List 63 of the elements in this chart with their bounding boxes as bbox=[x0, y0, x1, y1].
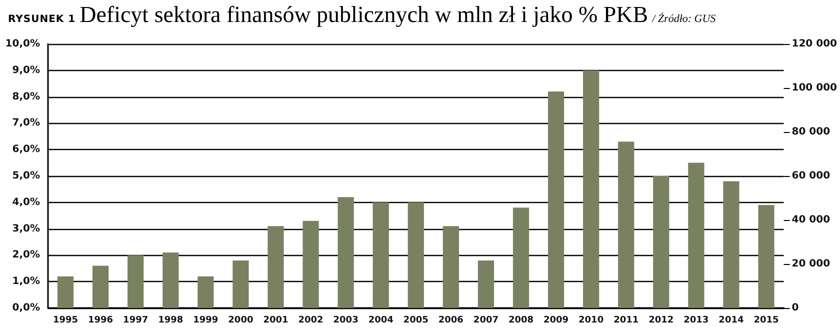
x-tick-label: 2006 bbox=[438, 316, 464, 326]
x-tick-label: 2009 bbox=[544, 316, 569, 326]
bar bbox=[653, 176, 670, 308]
bar bbox=[198, 276, 214, 308]
text: / Źródło: GUS bbox=[652, 13, 716, 25]
bar bbox=[232, 260, 249, 308]
bar bbox=[372, 202, 389, 308]
bar bbox=[688, 162, 704, 308]
text: RYSUNEK 1 bbox=[8, 14, 76, 25]
bar bbox=[408, 202, 424, 308]
bar bbox=[162, 252, 179, 308]
y-tick-label: 4,0% bbox=[12, 196, 40, 208]
x-tick-label: 2004 bbox=[368, 316, 394, 326]
x-tick-label: 1999 bbox=[193, 316, 218, 326]
bar bbox=[442, 226, 459, 308]
bar bbox=[618, 142, 634, 308]
y-tick-label: 0,0% bbox=[12, 302, 40, 314]
bar bbox=[302, 220, 319, 308]
x-tick-label: 2002 bbox=[298, 316, 324, 326]
bar bbox=[723, 181, 740, 308]
y-tick-label: 3,0% bbox=[12, 223, 40, 234]
x-tick-label: 2012 bbox=[648, 316, 674, 326]
x-tick-label: 2014 bbox=[718, 316, 744, 326]
y-tick-label: 1,0% bbox=[12, 276, 40, 288]
y-tick-label: 5,0% bbox=[12, 170, 40, 182]
y-tick-label: 7,0% bbox=[12, 118, 40, 129]
x-tick-label: 1997 bbox=[123, 316, 148, 326]
y-tick-label: 9,0% bbox=[12, 64, 40, 76]
bar bbox=[92, 266, 109, 308]
x-tick-label: 2015 bbox=[754, 316, 779, 326]
x-tick-label: 2013 bbox=[684, 316, 709, 326]
x-tick-label: 2000 bbox=[228, 316, 254, 326]
y-tick-label: 8,0% bbox=[12, 91, 40, 102]
bar bbox=[268, 226, 284, 308]
y2-tick-label: 0 bbox=[792, 302, 799, 314]
y-tick-label: 10,0% bbox=[5, 38, 40, 50]
bar bbox=[583, 70, 600, 308]
y-tick-label: 6,0% bbox=[12, 144, 40, 156]
x-tick-label: 1998 bbox=[158, 316, 184, 326]
bar bbox=[512, 208, 530, 308]
x-tick-label: 2001 bbox=[263, 316, 288, 326]
x-tick-label: 2011 bbox=[614, 316, 639, 326]
y2-tick-label: 60 000 bbox=[792, 170, 830, 182]
bar bbox=[128, 255, 144, 308]
x-tick-label: 2007 bbox=[473, 316, 498, 326]
x-tick-label: 2005 bbox=[403, 316, 428, 326]
y2-tick-label: 100 000 bbox=[792, 82, 838, 94]
x-tick-label: 1996 bbox=[88, 316, 114, 326]
y2-tick-label: 40 000 bbox=[792, 214, 830, 226]
y2-tick-label: 20 000 bbox=[792, 258, 830, 270]
y-tick-label: 2,0% bbox=[12, 250, 40, 261]
chart-title: Deficyt sektora finansów publicznych w mln zł i jako % PKB bbox=[80, 2, 648, 27]
x-tick-label: 2010 bbox=[578, 316, 604, 326]
y2-tick-label: 80 000 bbox=[792, 126, 830, 138]
x-tick-label: 1995 bbox=[52, 316, 78, 326]
bar bbox=[57, 276, 74, 308]
bar bbox=[758, 205, 774, 308]
x-tick-label: 2003 bbox=[333, 316, 358, 326]
bar bbox=[548, 92, 564, 308]
bar bbox=[338, 197, 354, 308]
bar bbox=[478, 260, 494, 308]
x-tick-label: 2008 bbox=[508, 316, 534, 326]
y2-tick-label: 120 000 bbox=[792, 38, 838, 50]
